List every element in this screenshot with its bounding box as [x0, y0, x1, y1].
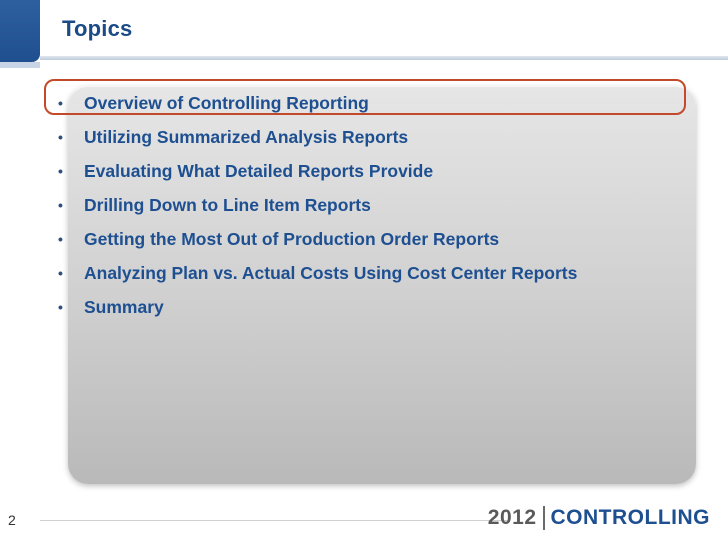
header-accent-bar	[0, 0, 40, 62]
bullet-icon: •	[58, 129, 63, 145]
logo-year: 2012	[487, 506, 537, 529]
bullet-icon: •	[58, 95, 63, 111]
topic-label: Evaluating What Detailed Reports Provide	[84, 160, 434, 181]
footer-divider	[40, 520, 510, 521]
topic-item: • Analyzing Plan vs. Actual Costs Using …	[56, 256, 577, 290]
bullet-icon: •	[58, 163, 63, 179]
logo-brand: CONTROLLING	[550, 506, 710, 529]
highlight-box	[44, 79, 686, 115]
bullet-icon: •	[58, 265, 63, 281]
header-accent-edge	[0, 62, 40, 68]
topic-item: • Getting the Most Out of Production Ord…	[56, 222, 577, 256]
topic-item: • Summary	[56, 290, 577, 324]
topic-label: Drilling Down to Line Item Reports	[84, 194, 371, 215]
conference-logo: 2012 CONTROLLING	[488, 506, 710, 530]
header-divider	[40, 56, 728, 60]
topic-label: Analyzing Plan vs. Actual Costs Using Co…	[84, 262, 578, 283]
topic-label: Getting the Most Out of Production Order…	[84, 228, 500, 249]
page-number: 2	[8, 512, 16, 528]
topic-item: • Utilizing Summarized Analysis Reports	[56, 120, 577, 154]
bullet-icon: •	[58, 299, 63, 315]
topic-label: Summary	[84, 296, 164, 317]
topic-item: • Drilling Down to Line Item Reports	[56, 188, 577, 222]
topic-label: Utilizing Summarized Analysis Reports	[84, 126, 409, 147]
bullet-icon: •	[58, 231, 63, 247]
topic-item: • Overview of Controlling Reporting	[56, 86, 577, 120]
topic-label: Overview of Controlling Reporting	[84, 92, 369, 113]
topic-item: • Evaluating What Detailed Reports Provi…	[56, 154, 577, 188]
logo-separator	[542, 506, 545, 530]
topic-list: • Overview of Controlling Reporting • Ut…	[56, 86, 577, 324]
content-panel	[68, 86, 696, 484]
slide-title: Topics	[62, 16, 133, 41]
bullet-icon: •	[58, 197, 63, 213]
